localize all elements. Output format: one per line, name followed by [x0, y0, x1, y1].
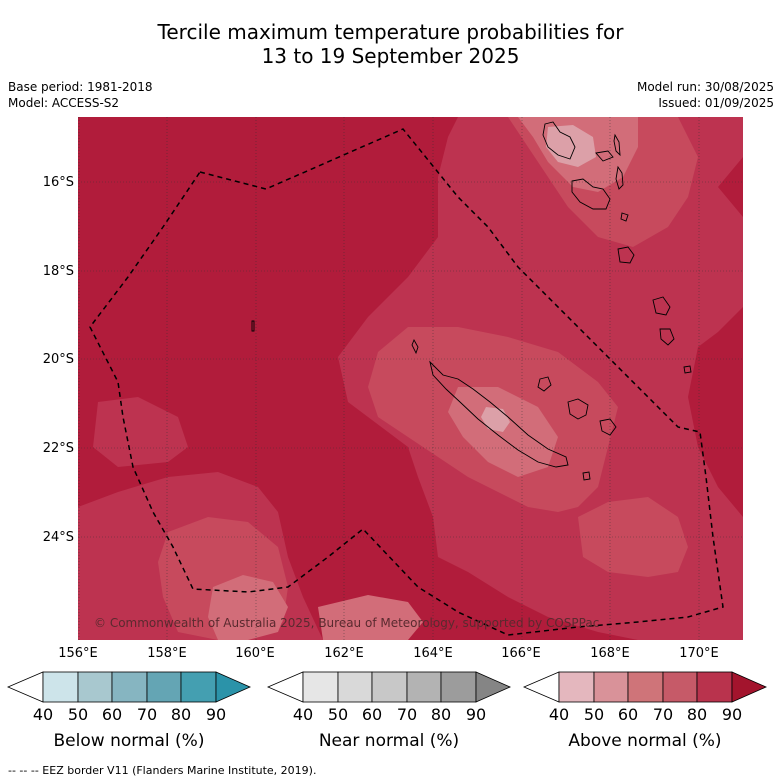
model-run: Model run: 30/08/2025 [636, 80, 774, 94]
contour-above-40-newcal [481, 407, 510, 432]
lon-label-162e: 162°E [324, 646, 364, 661]
above-tick-80: 80 [686, 705, 708, 724]
new-caledonia-coast [429, 360, 569, 468]
above-normal-label: Above normal (%) [568, 731, 722, 751]
near-swatch-80-90 [440, 671, 477, 703]
pentecost-island [615, 165, 624, 190]
lat-label-24s: 24°S [42, 530, 74, 545]
espiritu-santo-island [542, 121, 576, 160]
below-swatch-80-90 [180, 671, 217, 703]
below-swatch-under [6, 671, 44, 703]
below-tick-90: 90 [205, 705, 227, 724]
probability-map: © Commonwealth of Australia 2025, Bureau… [78, 117, 743, 640]
lifou-island [567, 398, 589, 420]
near-tick-80: 80 [430, 705, 452, 724]
above-swatch-40-50 [558, 671, 595, 703]
above-swatch-60-70 [627, 671, 664, 703]
below-swatch-70-80 [146, 671, 182, 703]
lon-label-168e: 168°E [590, 646, 630, 661]
below-tick-70: 70 [136, 705, 158, 724]
new-caledonia-north-islet [411, 338, 419, 355]
above-tick-40: 40 [548, 705, 570, 724]
near-swatch-over [475, 671, 511, 703]
ouvea-island [537, 376, 552, 392]
tanna-island [659, 328, 675, 346]
isle-of-pines [582, 471, 591, 481]
above-tick-90: 90 [721, 705, 743, 724]
above-swatch-over [731, 671, 767, 703]
mare-island [599, 418, 617, 436]
near-tick-90: 90 [465, 705, 487, 724]
lat-label-20s: 20°S [42, 352, 74, 367]
below-swatch-40-50 [42, 671, 79, 703]
copyright-notice: © Commonwealth of Australia 2025, Bureau… [94, 616, 599, 630]
lat-label-22s: 22°S [42, 441, 74, 456]
above-swatch-under [522, 671, 560, 703]
above-tick-70: 70 [652, 705, 674, 724]
lon-label-158e: 158°E [147, 646, 187, 661]
model-name: Model: ACCESS-S2 [8, 96, 120, 110]
lat-label-16s: 16°S [42, 175, 74, 190]
aneityum-island [683, 365, 692, 374]
near-tick-50: 50 [327, 705, 349, 724]
near-tick-70: 70 [396, 705, 418, 724]
lat-label-18s: 18°S [42, 264, 74, 279]
maewo-island [613, 133, 621, 157]
lon-label-170e: 170°E [679, 646, 719, 661]
lon-label-164e: 164°E [413, 646, 453, 661]
below-normal-label: Below normal (%) [53, 731, 205, 751]
above-tick-60: 60 [617, 705, 639, 724]
near-swatch-60-70 [371, 671, 408, 703]
malakula-island [571, 178, 611, 210]
chart-title-line1: Tercile maximum temperature probabilitie… [157, 20, 624, 44]
eez-border [89, 128, 724, 636]
epi-island [620, 212, 629, 222]
chart-title-line2: 13 to 19 September 2025 [261, 44, 520, 68]
lon-label-166e: 166°E [501, 646, 541, 661]
colorbar-below-normal [6, 671, 251, 703]
rennell-reef-islet [251, 320, 255, 332]
above-swatch-50-60 [593, 671, 629, 703]
contour-above-70-west [93, 397, 188, 467]
near-tick-40: 40 [292, 705, 314, 724]
eez-legend-note: -- -- -- EEZ border V11 (Flanders Marine… [8, 764, 317, 777]
erromango-island [652, 296, 671, 316]
efate-island [617, 246, 635, 264]
near-swatch-under [266, 671, 304, 703]
below-tick-60: 60 [101, 705, 123, 724]
colorbar-near-normal [266, 671, 511, 703]
colorbar-above-normal [522, 671, 767, 703]
below-tick-80: 80 [170, 705, 192, 724]
above-swatch-80-90 [696, 671, 733, 703]
lon-label-156e: 156°E [58, 646, 98, 661]
near-swatch-70-80 [406, 671, 442, 703]
below-swatch-60-70 [111, 671, 148, 703]
colorbars [6, 671, 767, 703]
near-swatch-50-60 [337, 671, 373, 703]
graticule [78, 117, 743, 640]
near-normal-label: Near normal (%) [318, 731, 460, 751]
below-tick-40: 40 [32, 705, 54, 724]
below-swatch-50-60 [77, 671, 113, 703]
contour-above-40-vanuatu [546, 125, 596, 167]
lon-label-160e: 160°E [235, 646, 275, 661]
issued-date: Issued: 01/09/2025 [658, 96, 774, 110]
near-swatch-40-50 [302, 671, 339, 703]
below-tick-50: 50 [67, 705, 89, 724]
above-tick-50: 50 [583, 705, 605, 724]
above-swatch-70-80 [662, 671, 698, 703]
base-period: Base period: 1981-2018 [8, 80, 153, 94]
ambae-island [595, 150, 614, 162]
below-swatch-over [215, 671, 251, 703]
near-tick-60: 60 [361, 705, 383, 724]
